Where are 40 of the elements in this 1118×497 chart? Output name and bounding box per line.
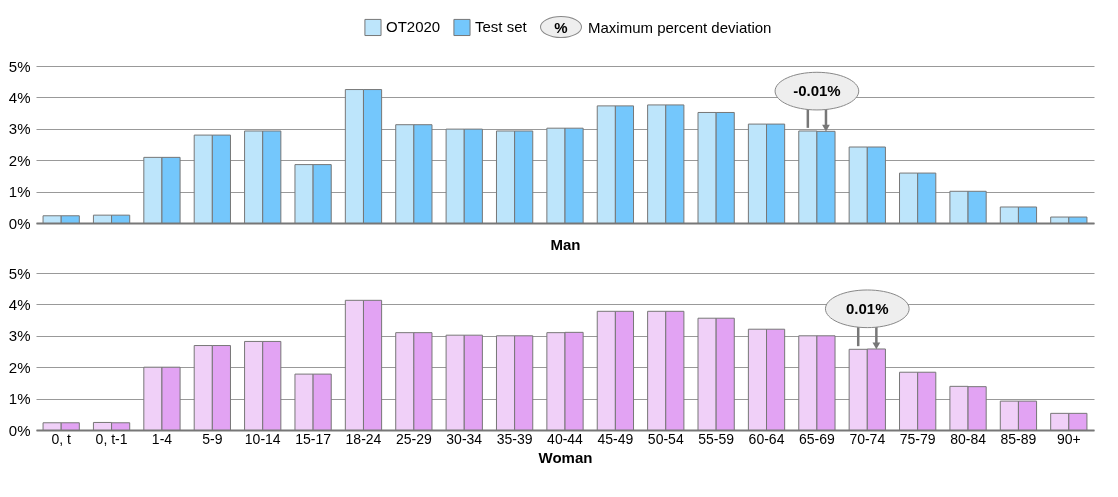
x-tick-label: 0, t-1 xyxy=(95,430,128,447)
y-tick-label: 5% xyxy=(8,57,31,75)
x-tick-label: 85-89 xyxy=(1000,430,1037,447)
x-tick-label: 90+ xyxy=(1056,430,1081,447)
x-tick-label: 60-64 xyxy=(748,430,785,447)
x-axis-title: Woman xyxy=(538,448,593,466)
x-tick-label: 30-34 xyxy=(446,430,483,447)
x-tick-label: 1-4 xyxy=(151,430,173,447)
x-tick-label: 65-69 xyxy=(799,430,836,447)
x-tick-label: 10-14 xyxy=(244,430,281,447)
legend-label: OT2020 xyxy=(385,18,441,36)
y-tick-label: 2% xyxy=(8,151,31,169)
annotation: -0.01% xyxy=(793,82,841,100)
x-tick-label: 80-84 xyxy=(950,430,987,447)
annotation: 0.01% xyxy=(846,299,889,317)
x-tick-label: 50-54 xyxy=(647,430,684,447)
x-tick-label: 15-17 xyxy=(295,430,332,447)
x-tick-label: 70-74 xyxy=(849,430,886,447)
x-tick-label: 35-39 xyxy=(496,430,533,447)
y-tick-label: 0% xyxy=(8,421,31,439)
x-tick-label: 0, t xyxy=(51,430,72,447)
x-tick-label: 45-49 xyxy=(597,430,634,447)
x-tick-label: 5-9 xyxy=(202,430,223,447)
y-tick-label: 4% xyxy=(8,88,31,106)
x-tick-label: 55-59 xyxy=(698,430,735,447)
x-tick-label: 40-44 xyxy=(547,430,584,447)
y-tick-label: 4% xyxy=(8,295,31,313)
x-axis-title: Man xyxy=(550,235,581,253)
y-tick-label: 2% xyxy=(8,358,31,376)
y-tick-label: 1% xyxy=(8,390,31,408)
y-tick-label: 1% xyxy=(8,183,31,201)
y-tick-label: 3% xyxy=(8,327,31,345)
text: Maximum percent deviation xyxy=(588,18,772,36)
y-tick-label: 3% xyxy=(8,120,31,138)
x-tick-label: 18-24 xyxy=(345,430,382,447)
y-tick-label: 0% xyxy=(8,214,31,232)
legend-label: Test set xyxy=(474,18,528,36)
x-tick-label: 25-29 xyxy=(395,430,432,447)
x-tick-label: 75-79 xyxy=(899,430,936,447)
y-tick-label: 5% xyxy=(8,264,31,282)
